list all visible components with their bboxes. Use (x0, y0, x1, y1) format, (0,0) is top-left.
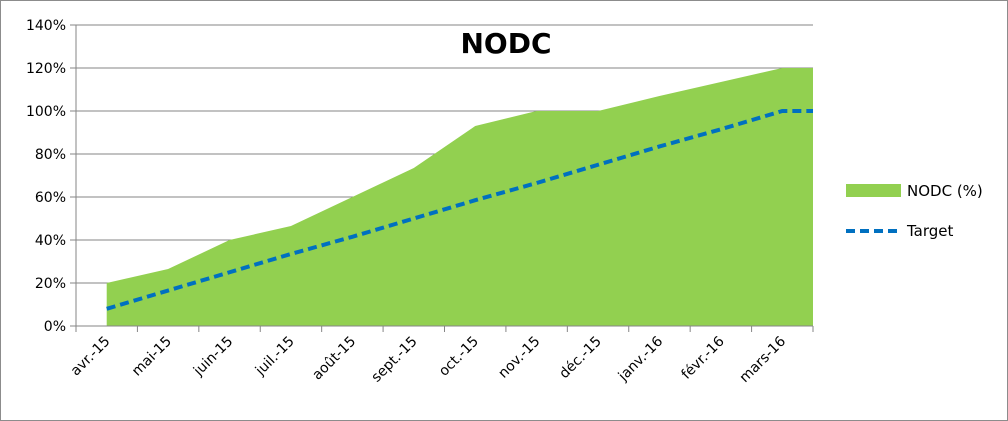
x-tick-label: déc.-15 (556, 334, 604, 382)
chart-legend: NODC (%) Target (846, 182, 983, 240)
y-tick-label: 0% (44, 319, 66, 335)
x-tick-label: avr.-15 (68, 334, 114, 380)
y-tick-label: 60% (35, 190, 66, 206)
series-line-target (106, 109, 813, 311)
legend-label-nodc: NODC (%) (907, 182, 983, 200)
x-tick-label: août-15 (309, 334, 359, 384)
y-tick-label: 100% (26, 104, 66, 120)
y-tick-label: 40% (35, 233, 66, 249)
legend-label-target: Target (906, 222, 954, 240)
series-area-nodc (106, 68, 814, 326)
y-tick-label: 140% (26, 18, 66, 34)
x-tick-label: nov.-15 (495, 334, 543, 382)
y-tick-label: 80% (35, 147, 66, 163)
series-layer (106, 68, 814, 326)
legend-swatch-nodc (846, 184, 901, 197)
x-tick-label: janv.-16 (615, 333, 667, 385)
x-tick-label: sept.-15 (369, 334, 421, 386)
x-tick-label: mai-15 (129, 334, 175, 380)
chart-title: NODC (460, 27, 551, 60)
x-tick-label: juin-15 (190, 334, 236, 380)
y-tick-label: 20% (35, 276, 66, 292)
y-tick-label: 120% (26, 61, 66, 77)
x-tick-label: juil.-15 (252, 334, 298, 380)
x-tick-label: mars-16 (737, 333, 789, 385)
x-tick-label: oct.-15 (436, 334, 482, 380)
x-tick-label: févr.-16 (678, 333, 727, 382)
